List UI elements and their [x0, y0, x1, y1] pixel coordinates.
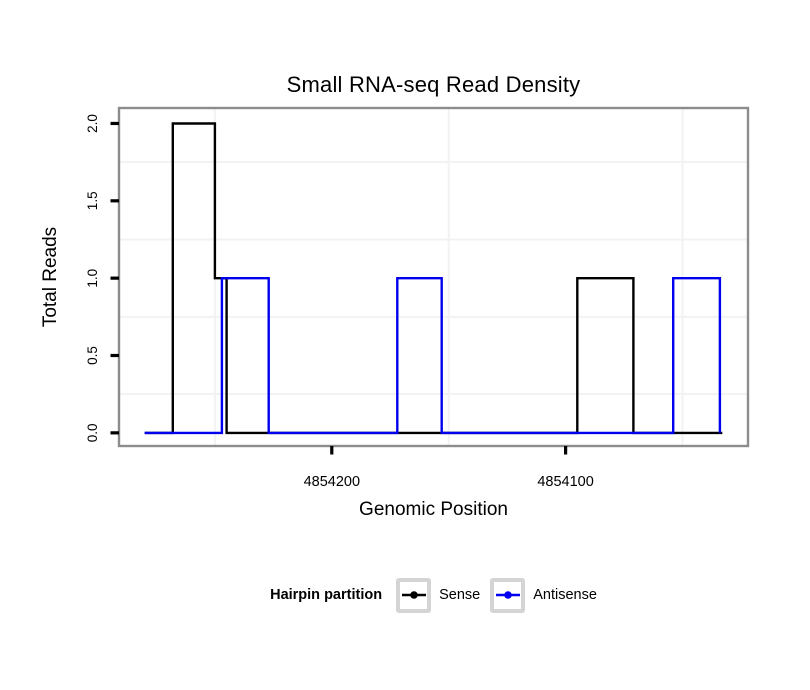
sense-key-icon	[396, 577, 432, 613]
y-tick-label: 0.0	[85, 424, 100, 443]
legend-label: Sense	[439, 587, 481, 603]
legend-item: Antisense	[490, 577, 597, 613]
x-axis-title: Genomic Position	[359, 499, 508, 520]
legend-label: Antisense	[533, 587, 597, 603]
antisense-series-line	[144, 277, 722, 435]
chart-title: Small RNA-seq Read Density	[286, 72, 581, 97]
legend-title: Hairpin partition	[270, 587, 383, 603]
y-tick-label: 1.5	[85, 191, 100, 210]
x-tick-label: 4854200	[304, 474, 360, 490]
legend-items: Sense Antisense	[396, 577, 597, 613]
y-tick-label: 0.5	[85, 346, 100, 365]
y-tick-label: 2.0	[85, 114, 100, 133]
antisense-key-icon	[490, 577, 526, 613]
y-tick-label: 1.0	[85, 269, 100, 288]
legend-item: Sense	[396, 577, 481, 613]
legend: Hairpin partition Sense Antisense	[119, 576, 748, 614]
x-tick-label: 4854100	[537, 474, 593, 490]
sense-series-line	[144, 122, 723, 435]
